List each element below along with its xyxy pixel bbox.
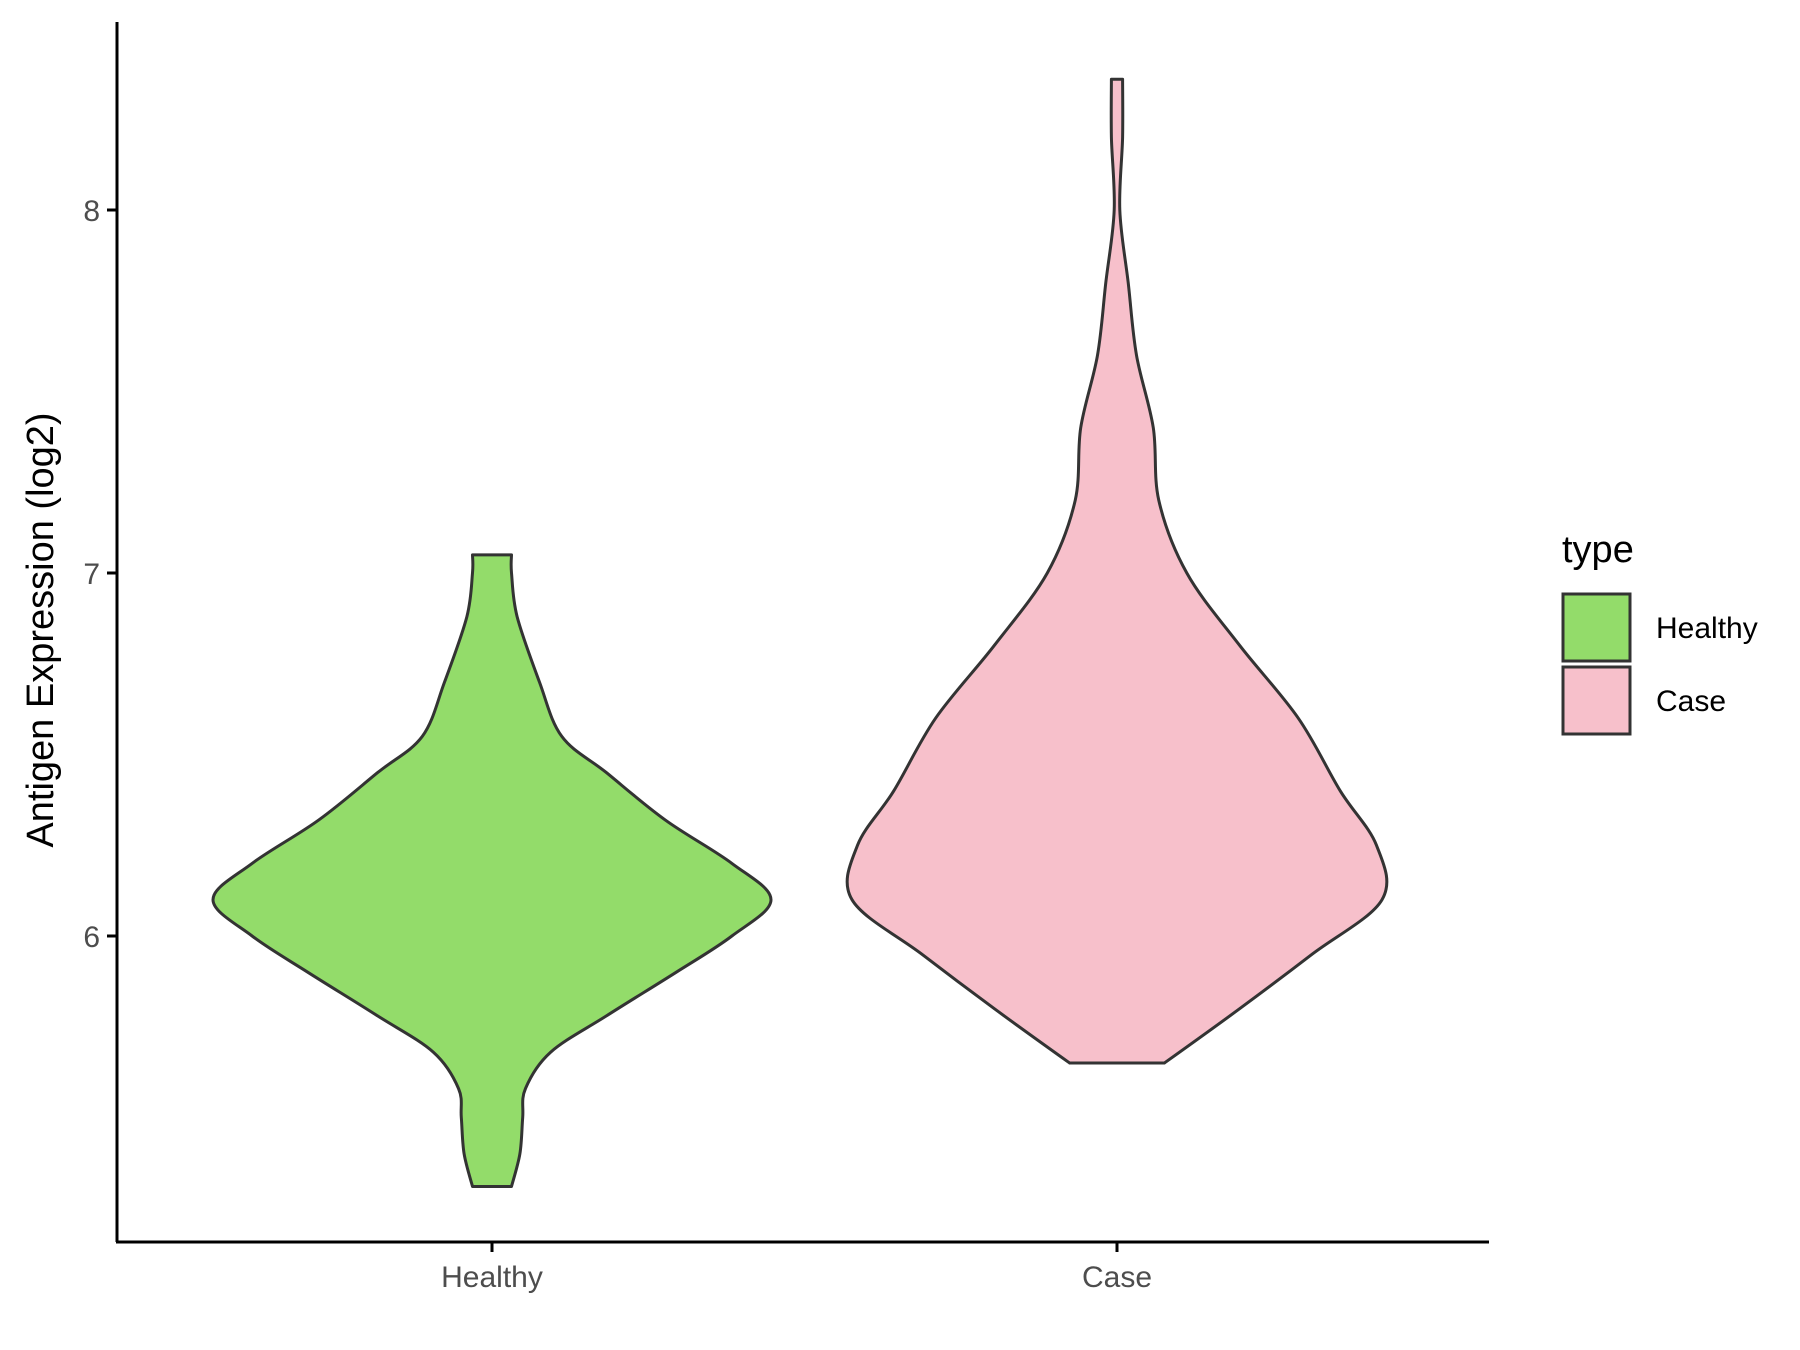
violin-case bbox=[845, 77, 1389, 1065]
y-axis-ticks: 6 7 8 bbox=[83, 195, 117, 954]
y-axis-title: Antigen Expression (log2) bbox=[20, 412, 62, 847]
legend-entries: Healthy Case bbox=[1561, 592, 1758, 736]
x-tick-label-case: Case bbox=[1082, 1261, 1152, 1294]
violin-healthy bbox=[211, 553, 773, 1188]
violin-plot-area bbox=[211, 77, 1389, 1188]
legend: type Healthy Case bbox=[1561, 529, 1758, 736]
legend-label-healthy: Healthy bbox=[1656, 612, 1758, 645]
x-tick-label-healthy: Healthy bbox=[441, 1261, 543, 1294]
y-tick-label: 6 bbox=[83, 921, 100, 954]
x-axis-ticks: Healthy Case bbox=[441, 1242, 1152, 1294]
legend-key-case bbox=[1561, 665, 1632, 736]
legend-label-case: Case bbox=[1656, 685, 1726, 718]
y-tick-label: 8 bbox=[83, 195, 100, 228]
y-tick-label: 7 bbox=[83, 558, 100, 591]
legend-key-healthy bbox=[1561, 592, 1632, 663]
legend-title: type bbox=[1562, 529, 1634, 571]
